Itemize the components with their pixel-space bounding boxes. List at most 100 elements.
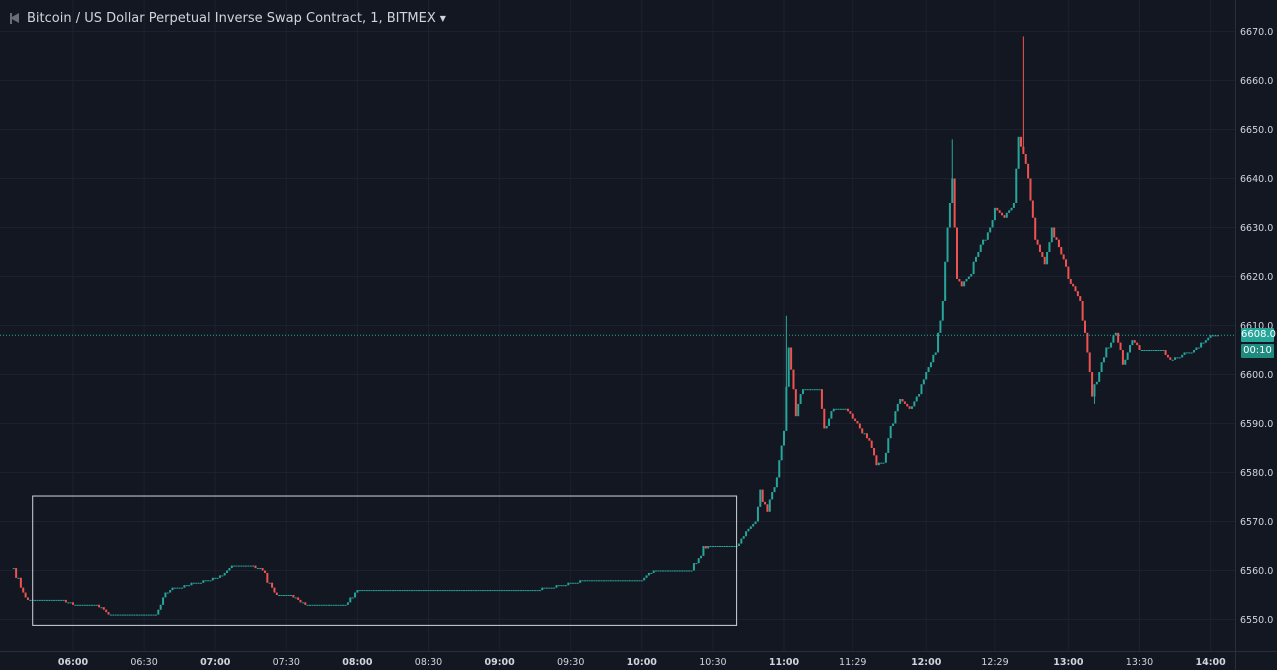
candle[interactable] (638, 580, 641, 582)
candle[interactable] (645, 575, 648, 578)
candle[interactable] (138, 614, 141, 616)
candle[interactable] (128, 614, 131, 616)
candles-layer[interactable] (12, 36, 1219, 616)
candle[interactable] (1200, 342, 1203, 348)
candle[interactable] (918, 394, 921, 397)
candle[interactable] (491, 590, 494, 592)
candle[interactable] (1027, 163, 1030, 179)
candle[interactable] (230, 565, 233, 569)
candle[interactable] (254, 565, 257, 569)
candle[interactable] (856, 421, 859, 424)
candle[interactable] (666, 570, 669, 572)
candle[interactable] (588, 580, 591, 582)
candle[interactable] (716, 546, 719, 547)
candle[interactable] (368, 590, 371, 592)
candle[interactable] (510, 590, 513, 592)
candle[interactable] (998, 210, 1001, 213)
candle[interactable] (591, 580, 594, 582)
candle[interactable] (652, 570, 655, 573)
candle[interactable] (818, 389, 821, 391)
candle[interactable] (508, 590, 511, 592)
candle[interactable] (147, 614, 150, 616)
candle[interactable] (1057, 239, 1060, 248)
candle[interactable] (216, 577, 219, 579)
candle[interactable] (344, 604, 347, 606)
candle[interactable] (823, 408, 826, 429)
candle[interactable] (69, 602, 72, 604)
candle[interactable] (607, 580, 610, 582)
candle[interactable] (252, 565, 255, 567)
candle[interactable] (1038, 244, 1041, 252)
candle[interactable] (1046, 252, 1049, 265)
candle[interactable] (583, 580, 586, 582)
candle[interactable] (884, 452, 887, 463)
candle[interactable] (1069, 278, 1072, 284)
candle[interactable] (792, 369, 795, 390)
candle[interactable] (358, 590, 361, 592)
candle[interactable] (1143, 350, 1146, 351)
candle[interactable] (259, 568, 262, 570)
candle[interactable] (621, 580, 624, 582)
candle[interactable] (669, 570, 672, 572)
candle[interactable] (470, 590, 473, 592)
candle[interactable] (775, 477, 778, 488)
candle[interactable] (673, 570, 676, 572)
candle[interactable] (984, 239, 987, 241)
candle[interactable] (996, 207, 999, 211)
candle[interactable] (579, 580, 582, 583)
candle[interactable] (922, 379, 925, 385)
candle[interactable] (458, 590, 461, 592)
candle[interactable] (432, 590, 435, 592)
candle[interactable] (171, 587, 174, 591)
candle[interactable] (702, 546, 705, 556)
candle[interactable] (787, 347, 790, 387)
candle[interactable] (595, 580, 598, 582)
candle[interactable] (145, 614, 148, 616)
candle[interactable] (391, 590, 394, 592)
candle[interactable] (304, 602, 307, 605)
candle[interactable] (690, 570, 693, 572)
candle[interactable] (57, 599, 60, 601)
candle[interactable] (418, 590, 421, 592)
candle[interactable] (979, 244, 982, 252)
candle[interactable] (515, 590, 518, 592)
candle[interactable] (877, 462, 880, 466)
candle[interactable] (301, 602, 304, 604)
candle[interactable] (1065, 259, 1068, 267)
annotations-layer[interactable] (32, 495, 738, 626)
candle[interactable] (1048, 242, 1051, 252)
candle[interactable] (927, 367, 930, 373)
candle[interactable] (799, 394, 802, 404)
candle[interactable] (361, 590, 364, 592)
candle[interactable] (318, 604, 321, 606)
candle[interactable] (292, 595, 295, 598)
candle[interactable] (448, 590, 451, 592)
candle[interactable] (538, 590, 541, 592)
candle[interactable] (218, 575, 221, 578)
candle[interactable] (460, 590, 463, 592)
candle[interactable] (64, 599, 67, 603)
candle[interactable] (1202, 342, 1205, 344)
candle[interactable] (768, 499, 771, 512)
candle[interactable] (157, 609, 160, 615)
candle[interactable] (154, 614, 157, 616)
candle[interactable] (991, 220, 994, 228)
candle[interactable] (1062, 254, 1065, 260)
candle[interactable] (903, 401, 906, 404)
candle[interactable] (678, 570, 681, 572)
candle[interactable] (372, 590, 375, 592)
candle[interactable] (228, 568, 231, 571)
candle[interactable] (22, 587, 25, 593)
candle[interactable] (977, 252, 980, 257)
candle[interactable] (188, 585, 191, 587)
candle[interactable] (960, 281, 963, 287)
candle[interactable] (806, 389, 809, 391)
candle[interactable] (522, 590, 525, 592)
candle[interactable] (41, 599, 44, 601)
candle[interactable] (614, 580, 617, 582)
candle[interactable] (1072, 283, 1075, 287)
candle[interactable] (1138, 345, 1141, 350)
candle[interactable] (1195, 347, 1198, 350)
candle[interactable] (1001, 212, 1004, 216)
candle[interactable] (626, 580, 629, 582)
